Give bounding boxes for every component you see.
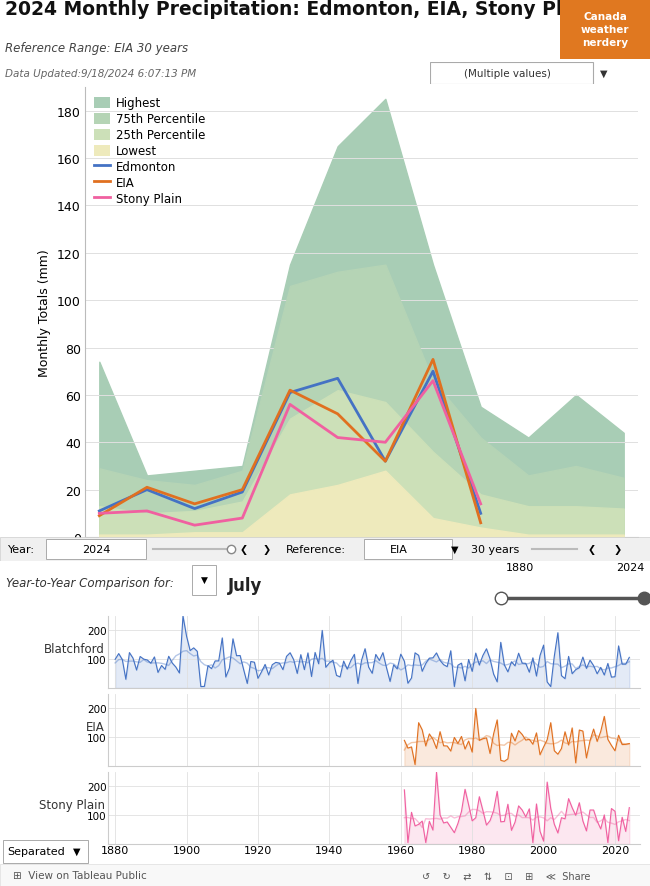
Text: Stony Plain: Stony Plain [39, 798, 105, 811]
Text: ▼: ▼ [600, 69, 608, 79]
Text: ▼: ▼ [201, 575, 207, 585]
Text: ▼: ▼ [73, 846, 81, 856]
Text: Canada
weather
nerdery: Canada weather nerdery [580, 12, 629, 48]
Legend: Highest, 75th Percentile, 25th Percentile, Lowest, Edmonton, EIA, Stony Plain: Highest, 75th Percentile, 25th Percentil… [91, 94, 209, 209]
Text: 2024: 2024 [82, 544, 111, 555]
Text: 30 years: 30 years [471, 544, 519, 555]
Text: Reference Range: EIA 30 years: Reference Range: EIA 30 years [5, 43, 188, 55]
Text: 2024: 2024 [616, 563, 645, 572]
Text: ▼: ▼ [451, 544, 459, 555]
Text: Data Updated:9/18/2024 6:07:13 PM: Data Updated:9/18/2024 6:07:13 PM [5, 68, 196, 79]
Text: ❮: ❮ [240, 544, 248, 555]
Text: Reference:: Reference: [286, 544, 346, 555]
Text: EIA: EIA [86, 720, 105, 733]
Text: Blatchford: Blatchford [44, 642, 105, 655]
Text: Year:: Year: [8, 544, 35, 555]
Text: ❯: ❯ [614, 544, 621, 555]
Text: (Multiple values): (Multiple values) [464, 69, 551, 79]
Bar [192, 565, 216, 595]
Text: 2024 Monthly Precipitation: Edmonton, EIA, Stony Plain: 2024 Monthly Precipitation: Edmonton, EI… [5, 0, 595, 19]
Text: ⊞  View on Tableau Public: ⊞ View on Tableau Public [13, 870, 147, 880]
Text: July: July [227, 576, 262, 595]
Text: ❮: ❮ [588, 544, 595, 555]
Text: 1880: 1880 [506, 563, 534, 572]
Text: Separated: Separated [7, 846, 64, 856]
Text: ❯: ❯ [263, 544, 270, 555]
Text: EIA: EIA [390, 544, 408, 555]
Bar [3, 840, 88, 863]
Text: Year-to-Year Comparison for:: Year-to-Year Comparison for: [6, 576, 174, 589]
Bar [430, 63, 593, 85]
Y-axis label: Monthly Totals (mm): Monthly Totals (mm) [38, 249, 51, 377]
Text: ↺    ↻    ⇄    ⇅    ⊡    ⊞    ≪  Share: ↺ ↻ ⇄ ⇅ ⊡ ⊞ ≪ Share [422, 870, 591, 880]
